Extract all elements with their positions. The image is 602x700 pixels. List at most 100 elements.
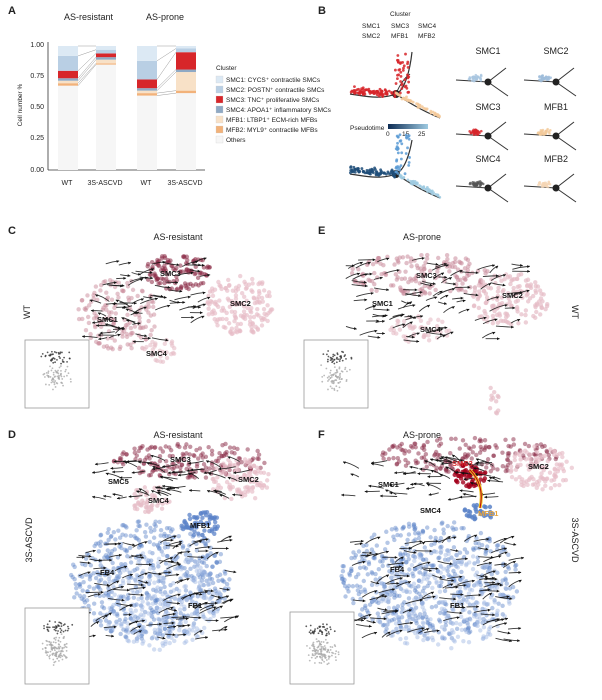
cell-dot bbox=[237, 328, 242, 333]
cell-dot bbox=[538, 302, 544, 308]
cell-dot bbox=[52, 377, 54, 380]
cell-dot bbox=[192, 529, 197, 534]
cell-dot bbox=[51, 653, 54, 655]
cell-dot bbox=[449, 436, 454, 442]
cell-dot bbox=[437, 589, 443, 594]
cell-dot bbox=[160, 552, 166, 558]
cell-dot bbox=[257, 280, 263, 285]
cell-dot bbox=[59, 352, 61, 355]
cell-dot bbox=[381, 456, 386, 461]
cell-dot bbox=[234, 325, 239, 331]
cell-dot bbox=[179, 285, 184, 290]
cell-dot bbox=[391, 617, 397, 622]
cell-dot bbox=[402, 626, 407, 632]
cell-dot bbox=[224, 479, 230, 485]
cell-dot bbox=[188, 444, 193, 449]
cell-dot bbox=[382, 547, 388, 552]
cell-dot bbox=[183, 588, 189, 593]
cell-dot bbox=[481, 288, 487, 293]
cell-dot bbox=[341, 359, 344, 362]
connector-line bbox=[156, 92, 177, 96]
cell-dot bbox=[116, 528, 121, 533]
cell-dot bbox=[345, 586, 350, 591]
arrowhead bbox=[386, 288, 389, 292]
cell-dot bbox=[525, 291, 530, 297]
cell-dot bbox=[344, 354, 347, 356]
arrowhead bbox=[219, 605, 223, 609]
cell-dot bbox=[473, 545, 478, 551]
cell-dot bbox=[151, 609, 156, 615]
cell-dot bbox=[58, 647, 61, 650]
cell-dot bbox=[496, 285, 501, 291]
cell-dot bbox=[375, 618, 381, 624]
cell-dot bbox=[540, 75, 544, 79]
cell-dot bbox=[439, 606, 445, 611]
arrowhead bbox=[92, 495, 96, 499]
cell-dot bbox=[453, 256, 458, 261]
cell-dot bbox=[569, 465, 575, 471]
cell-dot bbox=[98, 618, 103, 624]
cell-dot bbox=[333, 389, 336, 391]
arrowhead bbox=[440, 328, 444, 331]
cell-dot bbox=[439, 579, 444, 585]
cell-dot bbox=[454, 581, 459, 586]
cell-dot bbox=[340, 576, 345, 581]
cell-dot bbox=[513, 563, 518, 569]
arrowhead bbox=[105, 323, 108, 327]
arrowhead bbox=[504, 304, 508, 307]
cell-dot bbox=[539, 129, 543, 132]
cell-dot bbox=[60, 625, 63, 628]
cluster-label: SMC4 bbox=[148, 496, 170, 505]
panel-f: F AS-prone 3S-ASCVD SMC3 SMC1 SMC4 SMC2 … bbox=[289, 429, 580, 685]
cell-dot bbox=[126, 579, 131, 584]
cell-dot bbox=[380, 563, 385, 569]
cell-dot bbox=[430, 637, 436, 643]
legend-item: SMC1 bbox=[362, 23, 380, 30]
arrowhead bbox=[116, 260, 120, 263]
cell-dot bbox=[429, 542, 434, 548]
y-axis-label: Cell number % bbox=[17, 83, 24, 126]
cell-dot bbox=[438, 564, 444, 570]
cell-dot bbox=[156, 263, 162, 269]
cell-dot bbox=[53, 647, 56, 650]
arrowhead bbox=[372, 305, 376, 309]
cell-dot bbox=[474, 535, 479, 541]
cell-dot bbox=[128, 325, 134, 331]
cell-dot bbox=[396, 172, 400, 175]
branch-node bbox=[484, 78, 492, 86]
cell-dot bbox=[405, 98, 409, 102]
cell-dot bbox=[216, 304, 221, 310]
cell-dot bbox=[256, 294, 261, 300]
cell-dot bbox=[528, 285, 534, 291]
cell-dot bbox=[53, 351, 56, 353]
arrowhead bbox=[144, 541, 148, 544]
cell-dot bbox=[93, 575, 99, 581]
cell-dot bbox=[399, 157, 403, 161]
cell-dot bbox=[164, 592, 169, 597]
thumbnail-inset bbox=[24, 339, 90, 409]
cell-dot bbox=[357, 565, 363, 571]
cell-dot bbox=[74, 591, 79, 596]
cell-dot bbox=[538, 312, 543, 317]
cell-dot bbox=[340, 569, 346, 574]
cell-dot bbox=[474, 615, 480, 620]
cell-dot bbox=[239, 475, 244, 481]
cell-dot bbox=[500, 463, 506, 469]
cell-dot bbox=[424, 107, 428, 111]
cell-dot bbox=[56, 382, 59, 385]
cell-dot bbox=[406, 532, 412, 537]
arrowhead bbox=[519, 291, 523, 294]
cell-dot bbox=[401, 61, 405, 64]
cell-dot bbox=[411, 100, 415, 104]
cell-dot bbox=[71, 623, 74, 626]
cell-dot bbox=[259, 317, 265, 323]
cell-dot bbox=[402, 276, 408, 281]
arrowhead bbox=[123, 276, 127, 280]
cell-dot bbox=[197, 575, 203, 580]
arrowhead bbox=[92, 321, 95, 324]
cell-dot bbox=[503, 585, 508, 591]
cell-dot bbox=[356, 267, 361, 272]
cell-dot bbox=[428, 535, 433, 540]
cell-dot bbox=[444, 566, 449, 571]
cell-dot bbox=[50, 379, 53, 382]
